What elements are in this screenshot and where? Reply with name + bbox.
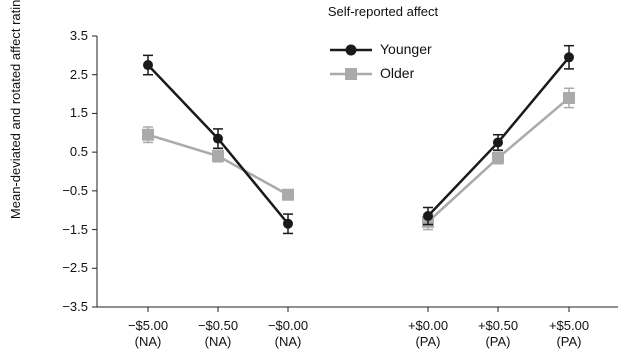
x-tick-valence: (NA) xyxy=(274,334,302,349)
x-tick-amount: −$0.50 xyxy=(197,318,239,333)
older-point xyxy=(563,91,575,104)
older-point xyxy=(142,128,154,141)
x-tick-valence: (PA) xyxy=(556,334,582,349)
legend-older-label: Older xyxy=(380,65,415,81)
x-tick-amount: −$5.00 xyxy=(127,318,169,333)
younger-point xyxy=(423,211,433,222)
x-tick-amount: +$0.50 xyxy=(477,318,519,333)
y-tick-label: −2.5 xyxy=(62,260,88,276)
x-tick-valence: (NA) xyxy=(204,334,232,349)
chart-title: Self-reported affect xyxy=(327,4,439,19)
x-tick-label: −$0.50 (NA) xyxy=(183,318,253,350)
older-point xyxy=(212,150,224,163)
legend-younger-marker xyxy=(345,44,357,56)
younger-point xyxy=(213,133,223,144)
x-tick-valence: (PA) xyxy=(485,334,511,349)
y-tick-label: −0.5 xyxy=(62,182,88,198)
x-tick-amount: +$5.00 xyxy=(548,318,590,333)
y-tick-label: −1.5 xyxy=(62,221,88,237)
younger-point xyxy=(283,218,293,229)
x-tick-valence: (NA) xyxy=(134,334,162,349)
younger-point xyxy=(564,52,574,63)
y-tick-label: 0.5 xyxy=(69,144,88,160)
y-tick-label: 3.5 xyxy=(69,28,88,43)
x-tick-label: +$5.00 (PA) xyxy=(534,318,604,350)
x-tick-valence: (PA) xyxy=(415,334,441,349)
x-tick-amount: −$0.00 xyxy=(267,318,309,333)
y-tick-label: 1.5 xyxy=(69,105,88,121)
x-tick-label: +$0.50 (PA) xyxy=(463,318,533,350)
x-tick-label: −$0.00 (NA) xyxy=(253,318,323,350)
x-tick-amount: +$0.00 xyxy=(407,318,449,333)
older-point xyxy=(492,151,504,164)
legend-older-marker xyxy=(345,68,357,80)
legend-younger-label: Younger xyxy=(380,41,432,57)
y-tick-label: −3.5 xyxy=(62,299,88,314)
x-tick-label: −$5.00 (NA) xyxy=(113,318,183,350)
x-tick-label: +$0.00 (PA) xyxy=(393,318,463,350)
younger-point xyxy=(493,137,503,148)
younger-point xyxy=(143,60,153,71)
older-point xyxy=(282,188,294,201)
y-tick-label: 2.5 xyxy=(69,66,88,82)
